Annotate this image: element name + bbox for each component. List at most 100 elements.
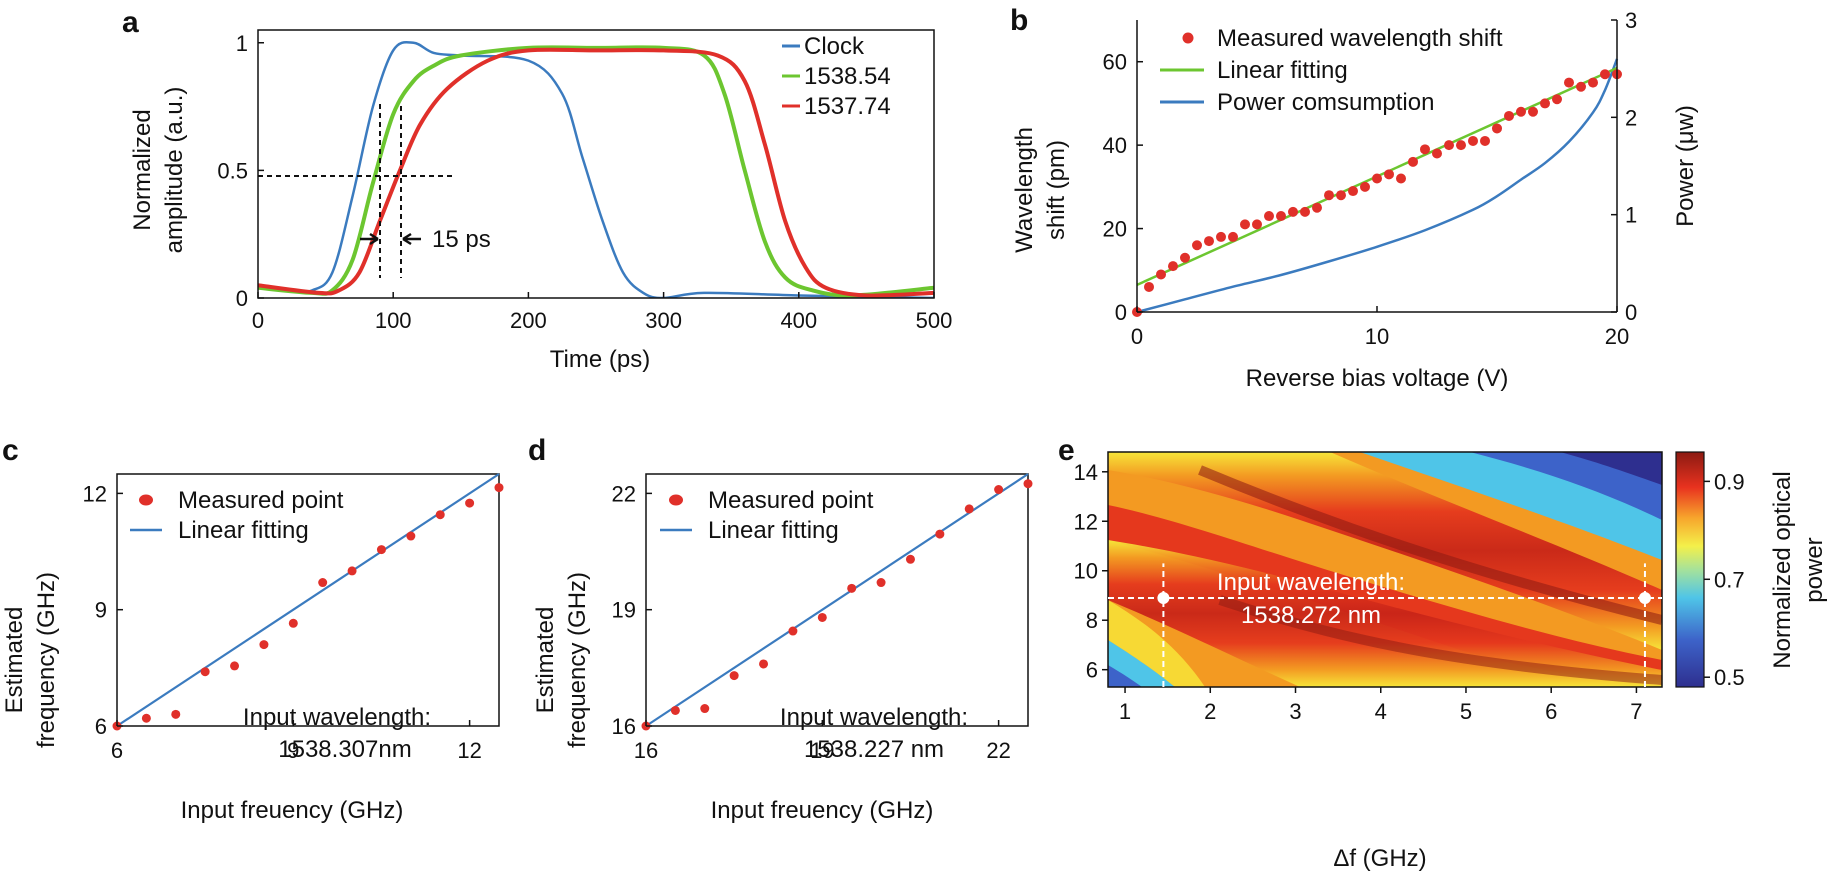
data-point: [1144, 281, 1154, 292]
y2-tick-label: 1: [1625, 203, 1637, 228]
y-tick-label: 19: [612, 598, 636, 623]
panel-e-annotation-line1: Input wavelength:: [1217, 569, 1405, 596]
legend-label: 1537.74: [804, 93, 891, 120]
panel-c-ylabel-line2: frequency (GHz): [33, 572, 60, 748]
legend-label: Clock: [804, 33, 865, 60]
data-point: [847, 583, 857, 593]
y-tick-label: 0: [1115, 300, 1127, 325]
data-point: [347, 566, 357, 576]
data-point: [1492, 123, 1502, 134]
data-point: [670, 705, 680, 715]
panel-b-ylabel-line1: Wavelength: [1011, 127, 1038, 253]
panel-e-xlabel: Δf (GHz): [1333, 845, 1426, 872]
y-tick-label: 16: [612, 714, 636, 739]
data-point: [318, 578, 328, 588]
x-tick-label: 4: [1375, 699, 1387, 724]
panel-a-xlabel: Time (ps): [550, 346, 650, 373]
marker-point: [1157, 591, 1170, 604]
panel-a-ylabel-line2: amplitude (a.u.): [161, 87, 188, 254]
data-point: [1456, 140, 1466, 151]
data-point: [817, 612, 827, 622]
x-tick-label: 400: [780, 308, 817, 333]
data-point: [1552, 94, 1562, 105]
data-point: [1528, 106, 1538, 117]
data-point: [1204, 236, 1214, 247]
panel-d-frame: [645, 473, 1029, 727]
colorbar-tick-label: 0.9: [1714, 469, 1745, 494]
data-point: [729, 671, 739, 681]
data-point: [994, 485, 1004, 495]
data-point: [1276, 211, 1286, 222]
x-tick-label: 300: [645, 308, 682, 333]
y-tick-label: 40: [1103, 133, 1127, 158]
panel-c-xlabel: Input freuency (GHz): [181, 797, 404, 824]
data-point: [435, 510, 445, 520]
data-point: [1180, 252, 1190, 263]
y-tick-label: 6: [95, 714, 107, 739]
data-point: [1516, 106, 1526, 117]
data-point: [1588, 77, 1598, 88]
data-point: [1372, 173, 1382, 184]
panel-c-annotation-line1: Input wavelength:: [243, 704, 431, 731]
data-point: [1420, 144, 1430, 155]
x-tick-label: 20: [1605, 324, 1629, 349]
heatmap-image: [1108, 452, 1662, 687]
panel-d-label: d: [528, 434, 546, 467]
panel-e-frame: [1107, 451, 1663, 688]
data-point: [1324, 190, 1334, 201]
legend-label: Measured point: [178, 487, 344, 514]
panel-d-ylabel-line1: Estimated: [532, 607, 559, 714]
data-point: [876, 578, 886, 588]
y-tick-label: 60: [1103, 50, 1127, 75]
data-point: [465, 498, 475, 508]
legend-label: Linear fitting: [1217, 57, 1348, 84]
colorbar: [1675, 451, 1705, 688]
legend-swatch: [139, 494, 153, 506]
colorbar-tick-label: 0.5: [1714, 665, 1745, 690]
data-point: [171, 709, 181, 719]
data-point: [1348, 186, 1358, 197]
y2-tick-label: 2: [1625, 105, 1637, 130]
y-tick-label: 8: [1086, 608, 1098, 633]
data-point: [1312, 202, 1322, 213]
panel-a-label: a: [122, 6, 139, 39]
marker-point: [1638, 591, 1651, 604]
colorbar-label-line2: power: [1801, 537, 1828, 602]
panel-a-frame: [257, 29, 935, 299]
y-tick-label: 14: [1074, 460, 1098, 485]
y-tick-label: 9: [95, 598, 107, 623]
x-tick-label: 500: [916, 308, 953, 333]
power-consumption-line: [1136, 58, 1619, 314]
series-line-3: [258, 47, 934, 298]
panel-d-annotation-line2: 1538.227 nm: [804, 736, 944, 763]
data-point: [376, 545, 386, 555]
x-tick-label: 22: [986, 738, 1010, 763]
data-point: [1540, 98, 1550, 109]
legend-swatch: [1182, 32, 1194, 44]
data-point: [230, 661, 240, 671]
y2-tick-label: 3: [1625, 8, 1637, 33]
delay-annotation: 15 ps: [432, 226, 491, 253]
data-point: [494, 483, 504, 493]
data-point: [1023, 479, 1033, 489]
x-tick-label: 0: [252, 308, 264, 333]
linear-fit-line: [645, 473, 1029, 727]
legend-label: Linear fitting: [708, 517, 839, 544]
panel-d-xlabel: Input freuency (GHz): [711, 797, 934, 824]
panel-d: d 16 19 22 16 19 22 Input freuency (GHz) Esti…: [528, 434, 1033, 824]
arrow-right-icon: [360, 232, 379, 246]
data-point: [406, 531, 416, 541]
y-tick-label: 0.5: [217, 158, 248, 183]
legend-label: Linear fitting: [178, 517, 309, 544]
data-point: [1192, 240, 1202, 251]
x-tick-label: 100: [375, 308, 412, 333]
data-point: [1216, 231, 1226, 242]
x-tick-label: 6: [1545, 699, 1557, 724]
x-tick-label: 5: [1460, 699, 1472, 724]
y-tick-label: 12: [1074, 509, 1098, 534]
legend-label: 1538.54: [804, 63, 891, 90]
data-point: [1564, 77, 1574, 88]
data-point: [788, 626, 798, 636]
